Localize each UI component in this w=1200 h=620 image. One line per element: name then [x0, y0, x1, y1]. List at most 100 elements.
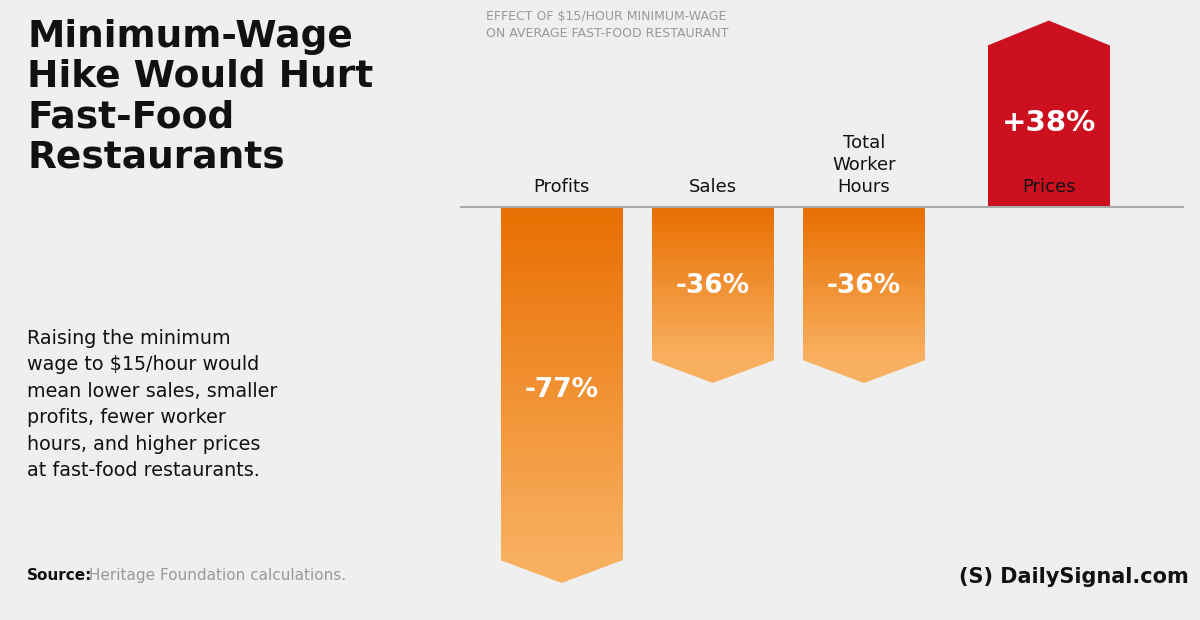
- Bar: [500, 513, 623, 518]
- Bar: [500, 301, 623, 307]
- Bar: [500, 459, 623, 466]
- Bar: [652, 215, 774, 217]
- Bar: [500, 383, 623, 389]
- Bar: [652, 270, 774, 273]
- Bar: [652, 357, 774, 360]
- Bar: [500, 477, 623, 483]
- Bar: [803, 245, 925, 247]
- Bar: [500, 289, 623, 295]
- Bar: [652, 232, 774, 235]
- Bar: [803, 321, 925, 324]
- Bar: [803, 227, 925, 229]
- Bar: [803, 252, 925, 255]
- Bar: [803, 258, 925, 260]
- Bar: [803, 268, 925, 270]
- Bar: [803, 319, 925, 321]
- Text: Prices: Prices: [1022, 179, 1075, 197]
- Text: Minimum-Wage
Hike Would Hurt
Fast-Food
Restaurants: Minimum-Wage Hike Would Hurt Fast-Food R…: [28, 19, 373, 175]
- Bar: [652, 288, 774, 291]
- Bar: [803, 337, 925, 339]
- Bar: [500, 295, 623, 301]
- Bar: [803, 263, 925, 265]
- Bar: [803, 255, 925, 258]
- Bar: [652, 245, 774, 247]
- Bar: [652, 321, 774, 324]
- Bar: [652, 283, 774, 286]
- Bar: [500, 542, 623, 547]
- Bar: [652, 344, 774, 347]
- Bar: [652, 293, 774, 296]
- Bar: [500, 265, 623, 272]
- Bar: [652, 242, 774, 245]
- Bar: [803, 334, 925, 337]
- Bar: [500, 471, 623, 477]
- Bar: [500, 348, 623, 353]
- Bar: [652, 278, 774, 280]
- Bar: [500, 377, 623, 383]
- Bar: [500, 524, 623, 530]
- Text: (S) DailySignal.com: (S) DailySignal.com: [959, 567, 1189, 587]
- Bar: [500, 324, 623, 330]
- Bar: [500, 277, 623, 283]
- Bar: [803, 240, 925, 242]
- Bar: [652, 319, 774, 321]
- Bar: [500, 389, 623, 395]
- Bar: [652, 347, 774, 349]
- Bar: [803, 314, 925, 316]
- Bar: [652, 314, 774, 316]
- Bar: [652, 229, 774, 232]
- Bar: [803, 242, 925, 245]
- Bar: [652, 329, 774, 332]
- Bar: [500, 412, 623, 418]
- Bar: [500, 254, 623, 260]
- Bar: [803, 355, 925, 357]
- Bar: [803, 237, 925, 240]
- Bar: [500, 466, 623, 471]
- Bar: [500, 260, 623, 265]
- Bar: [652, 224, 774, 227]
- Bar: [652, 268, 774, 270]
- Bar: [500, 206, 623, 213]
- Bar: [803, 329, 925, 332]
- Text: Total
Worker
Hours: Total Worker Hours: [832, 134, 896, 197]
- Polygon shape: [803, 360, 925, 383]
- Bar: [803, 232, 925, 235]
- Bar: [652, 286, 774, 288]
- Bar: [803, 324, 925, 326]
- Bar: [652, 237, 774, 240]
- Text: Profits: Profits: [534, 179, 589, 197]
- Text: -36%: -36%: [676, 273, 750, 299]
- Bar: [652, 342, 774, 344]
- Bar: [500, 495, 623, 501]
- Bar: [803, 283, 925, 286]
- Bar: [652, 339, 774, 342]
- Bar: [652, 291, 774, 293]
- Bar: [803, 219, 925, 222]
- Polygon shape: [988, 21, 1110, 46]
- Bar: [500, 360, 623, 365]
- Bar: [803, 217, 925, 219]
- Bar: [500, 342, 623, 348]
- Text: -36%: -36%: [827, 273, 901, 299]
- Bar: [500, 483, 623, 489]
- Bar: [803, 311, 925, 314]
- Bar: [652, 260, 774, 263]
- Bar: [652, 250, 774, 252]
- Bar: [500, 554, 623, 559]
- Bar: [500, 307, 623, 312]
- Bar: [652, 209, 774, 212]
- Bar: [803, 309, 925, 311]
- Bar: [500, 336, 623, 342]
- Bar: [988, 46, 1110, 206]
- Bar: [652, 265, 774, 268]
- Bar: [652, 298, 774, 301]
- Bar: [500, 272, 623, 277]
- Bar: [803, 298, 925, 301]
- Bar: [500, 407, 623, 412]
- Bar: [803, 306, 925, 309]
- Bar: [500, 454, 623, 459]
- Bar: [500, 312, 623, 319]
- Bar: [500, 418, 623, 424]
- Bar: [652, 227, 774, 229]
- Bar: [803, 349, 925, 352]
